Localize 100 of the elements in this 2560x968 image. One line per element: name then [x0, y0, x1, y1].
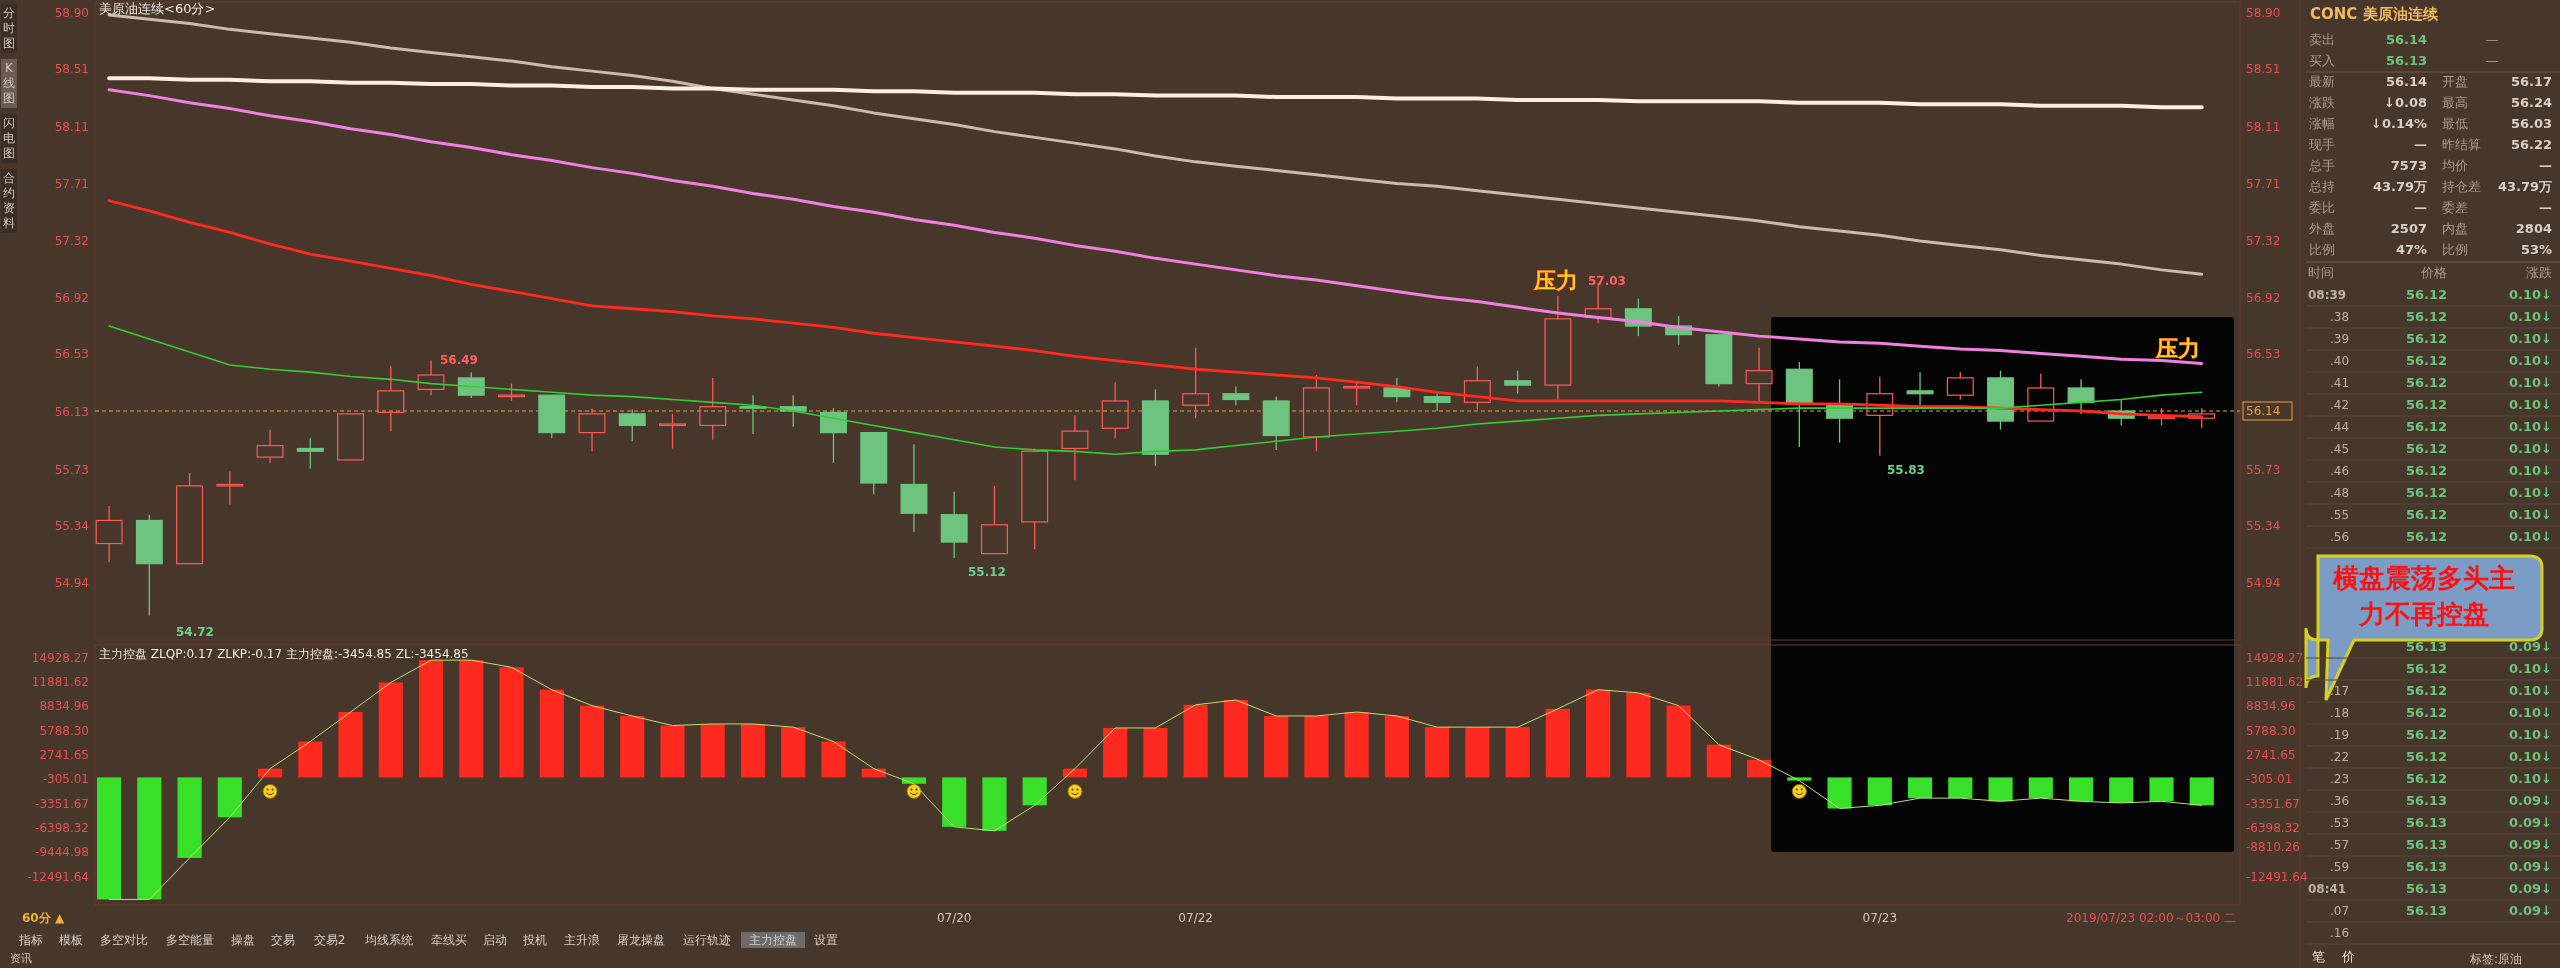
- y2-tick-label: -305.01: [2246, 772, 2293, 787]
- bar: [1867, 777, 1892, 806]
- y2-tick-label: 58.51: [2246, 62, 2281, 77]
- candlestick: [1383, 377, 1411, 404]
- bar: [1022, 777, 1047, 806]
- bar: [1103, 727, 1128, 778]
- y2-tick-label: 5788.30: [2246, 723, 2296, 738]
- y-tick-label: -3351.67: [35, 796, 89, 811]
- bar: [97, 777, 122, 900]
- y-tick-label: -6398.32: [35, 820, 89, 835]
- bar: [1344, 711, 1369, 778]
- text: 涨跌 ↓0.08 最高 56.24: [2309, 94, 2552, 110]
- candlestick: [95, 505, 123, 563]
- y-tick-label: -12491.64: [27, 869, 89, 884]
- bar: [499, 667, 524, 778]
- line-series: [107, 88, 2204, 365]
- text: .17 56.12 0.10↓: [2330, 682, 2552, 698]
- y2-tick-label: 57.71: [2246, 177, 2281, 192]
- bar: [338, 711, 363, 778]
- bar: [1626, 692, 1651, 778]
- bar: [1827, 777, 1852, 809]
- bar: [660, 725, 685, 778]
- y-tick-label: 56.92: [54, 291, 89, 306]
- y2-tick-label: 57.32: [2246, 233, 2281, 248]
- text: 2019/07/23 02:00～03:00 二: [2066, 910, 2236, 925]
- y2-tick-label: 2741.65: [2246, 748, 2296, 763]
- bar: [298, 741, 323, 778]
- text: .36 56.13 0.09↓: [2330, 792, 2552, 808]
- chart-title: 美原油连续<60分>: [99, 0, 216, 16]
- bar: [2189, 777, 2214, 806]
- bar: [1183, 704, 1208, 778]
- text: .41 56.12 0.10↓: [2330, 374, 2552, 390]
- annotation: 55.12: [968, 564, 1006, 579]
- bar: [459, 660, 484, 778]
- text: 交易: [271, 932, 295, 947]
- y2-tick-label: 55.34: [2246, 518, 2281, 533]
- candlestick: [1906, 371, 1934, 406]
- bar: [2109, 777, 2134, 803]
- y-tick-label: 58.11: [54, 119, 89, 134]
- y-tick-label: 2741.65: [39, 748, 89, 763]
- text: 合约资料: [3, 170, 15, 230]
- chart-title: 主力控盘 ZLQP:0.17 ZLKP:-0.17 主力控盘:-3454.85 ZL:-3454.85: [99, 646, 469, 661]
- text: 笔 价: [2311, 948, 2355, 964]
- text: 均线系统: [364, 932, 413, 947]
- text: 总持 43.79万 持仓差 43.79万: [2309, 178, 2552, 194]
- y2-tick-label: 58.11: [2246, 119, 2281, 134]
- bar: [217, 777, 242, 818]
- bar: [982, 777, 1007, 831]
- y-tick-label: 5788.30: [39, 723, 89, 738]
- bar: [1264, 715, 1289, 778]
- text: 横盘震荡多头主力不再控盘: [2332, 563, 2515, 629]
- text: .44 56.12 0.10↓: [2330, 418, 2552, 434]
- text: 外盘 2507 内盘 2804: [2309, 220, 2552, 236]
- ref-line-label: 56.14: [2246, 403, 2281, 418]
- text: 60分 ▲: [22, 910, 65, 925]
- text: 涨幅 ↓0.14% 最低 56.03: [2309, 115, 2552, 131]
- bar: [740, 723, 766, 778]
- bar: [700, 723, 725, 778]
- bar: [1666, 705, 1691, 778]
- text: 最新 56.14 开盘 56.17: [2309, 73, 2552, 89]
- text: 模板: [59, 932, 83, 947]
- y-tick-label: -305.01: [42, 772, 89, 787]
- text: 总手 7573 均价 —: [2309, 157, 2552, 173]
- x-tick-label: 07/20: [936, 910, 972, 925]
- candlestick: [1544, 295, 1572, 402]
- candlestick: [377, 365, 405, 432]
- bar: [821, 741, 846, 778]
- candlestick: [1423, 393, 1451, 412]
- y-tick-label: 11881.62: [31, 675, 89, 690]
- annotation: 57.03: [1588, 273, 1626, 288]
- bar: [1706, 744, 1731, 778]
- candlestick: [900, 443, 928, 533]
- text: 设置: [814, 932, 838, 947]
- bar: [1143, 727, 1168, 778]
- y-tick-label: 54.94: [54, 576, 89, 591]
- text: .59 56.13 0.09↓: [2330, 858, 2552, 874]
- text: 多空对比: [100, 932, 148, 947]
- text: .56 56.12 0.10↓: [2330, 528, 2552, 544]
- text: 08:39 56.12 0.10↓: [2308, 286, 2552, 302]
- y2-tick-label: -8810.26: [2246, 840, 2300, 855]
- text: 分时图: [3, 5, 15, 50]
- text: .22 56.12 0.10↓: [2330, 748, 2552, 764]
- text: 主力控盘: [749, 932, 797, 947]
- y-tick-label: 57.32: [54, 233, 89, 248]
- text: 比例 47% 比例 53%: [2309, 241, 2552, 257]
- bar: [579, 705, 605, 778]
- candlestick: [980, 485, 1008, 555]
- text: 委比 — 委差 —: [2309, 199, 2552, 215]
- text: 现手 — 昨结算 56.22: [2309, 136, 2552, 152]
- bar: [1465, 727, 1490, 778]
- text: .23 56.12 0.10↓: [2330, 770, 2552, 786]
- y2-tick-label: 54.94: [2246, 576, 2281, 591]
- text: 资讯: [10, 952, 32, 965]
- text: .19 56.12 0.10↓: [2330, 726, 2552, 742]
- bar: [418, 660, 444, 778]
- annotation: 56.49: [440, 352, 478, 367]
- bar: [2028, 777, 2053, 799]
- y-tick-label: 58.51: [54, 62, 89, 77]
- x-tick-label: 07/23: [1862, 910, 1898, 925]
- bar: [177, 777, 202, 858]
